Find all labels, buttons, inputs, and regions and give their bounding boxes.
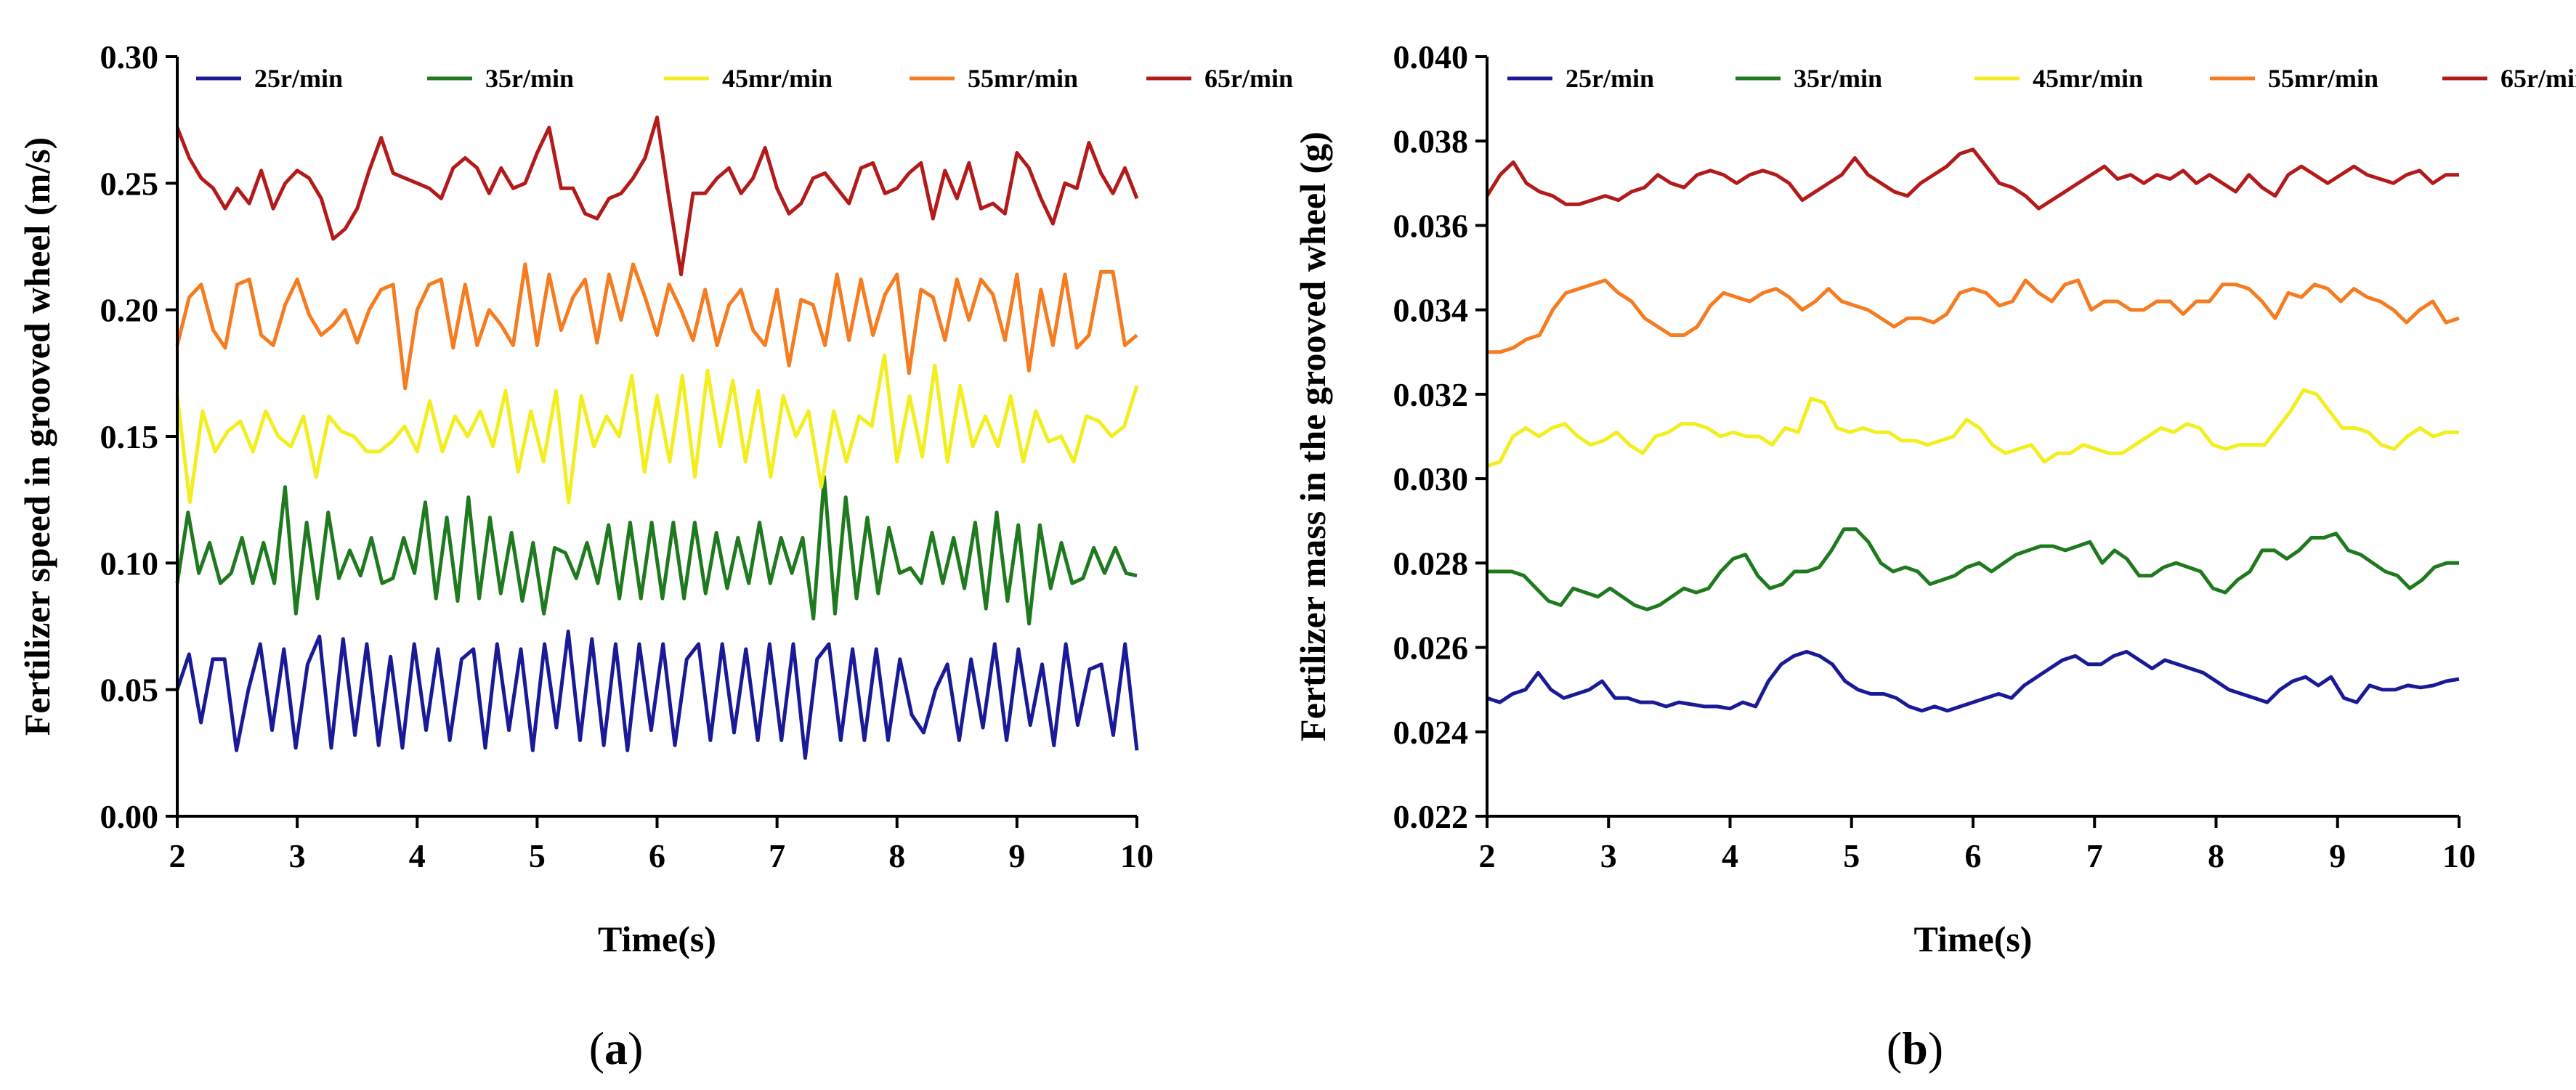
- series-line-55mr/min: [1487, 278, 2460, 354]
- x-tick-label: 5: [1843, 837, 1860, 874]
- y-tick-label: 0.20: [100, 292, 159, 329]
- series-line-25r/min: [1486, 649, 2460, 713]
- y-tick-label: 0.038: [1393, 123, 1469, 160]
- series-line-45mr/min: [1486, 388, 2459, 468]
- x-tick-label: 2: [169, 837, 186, 874]
- y-tick-label: 0.036: [1393, 207, 1469, 244]
- panel-label: (b): [1887, 1022, 1943, 1074]
- legend-label: 65r/min: [1204, 64, 1293, 93]
- y-tick-label: 0.25: [100, 165, 159, 202]
- x-tick-label: 3: [1600, 837, 1617, 874]
- y-tick-label: 0.028: [1393, 545, 1469, 582]
- x-tick-label: 9: [2329, 837, 2346, 874]
- y-axis-label: Fertilizer speed in grooved wheel (m/s): [17, 137, 57, 736]
- x-axis-label: Time(s): [1914, 919, 2033, 959]
- x-tick-label: 10: [2442, 837, 2476, 874]
- series-line-35r/min: [1487, 527, 2459, 611]
- y-tick-label: 0.10: [100, 545, 159, 582]
- y-tick-label: 0.30: [100, 38, 159, 76]
- y-tick-label: 0.024: [1393, 714, 1469, 751]
- y-tick-label: 0.034: [1393, 292, 1469, 329]
- panel-label: (a): [589, 1022, 644, 1074]
- x-tick-label: 9: [1008, 837, 1025, 874]
- legend-label: 25r/min: [254, 64, 343, 93]
- chart-b: 0.022 0.024 0.026 0.028 0.030 0.032 0.034 0.036…: [1292, 38, 2576, 1074]
- y-tick-label: 0.040: [1393, 38, 1469, 76]
- x-tick-label: 5: [529, 837, 546, 874]
- y-tick-label: 0.022: [1393, 798, 1469, 835]
- x-tick-label: 6: [1965, 837, 1982, 874]
- x-tick-label: 7: [2086, 837, 2103, 874]
- y-tick-label: 0.05: [100, 672, 159, 709]
- y-axis-label: Fertilizer mass in the grooved wheel (g): [1292, 131, 1333, 741]
- x-tick-label: 8: [888, 837, 905, 874]
- series-line-55mr/min: [175, 262, 1138, 391]
- legend-label: 55mr/min: [968, 64, 1078, 93]
- x-tick-label: 7: [769, 837, 785, 874]
- series-line-25r/min: [175, 630, 1139, 760]
- y-tick-label: 0.026: [1393, 630, 1469, 667]
- legend-label: 45mr/min: [722, 64, 833, 93]
- legend-label: 25r/min: [1566, 64, 1654, 93]
- y-tick-label: 0.15: [100, 418, 159, 455]
- legend-label: 45mr/min: [2033, 64, 2143, 93]
- series-line-45mr/min: [175, 353, 1139, 505]
- legend-label: 35r/min: [485, 64, 574, 93]
- x-tick-label: 4: [1722, 837, 1738, 874]
- legend-label: 65r/min: [2500, 64, 2576, 93]
- x-tick-label: 8: [2208, 837, 2224, 874]
- legend-label: 55mr/min: [2268, 64, 2378, 93]
- x-tick-label: 2: [1479, 837, 1496, 874]
- x-tick-label: 10: [1120, 837, 1154, 874]
- chart-a: 0.00 0.05 0.10 0.15 0.20 0.25 0.30 2 3 4 5 6 7 8 9 10 Ti…: [17, 38, 1293, 1074]
- x-axis-label: Time(s): [598, 919, 716, 959]
- series-line-35r/min: [175, 475, 1138, 626]
- x-tick-label: 3: [289, 837, 306, 874]
- x-tick-label: 6: [649, 837, 665, 874]
- y-tick-label: 0.00: [100, 798, 159, 835]
- x-tick-label: 4: [409, 837, 426, 874]
- series-line-65r/min: [1485, 147, 2459, 211]
- y-tick-label: 0.032: [1393, 376, 1469, 413]
- legend-label: 35r/min: [1794, 64, 1882, 93]
- y-tick-label: 0.030: [1393, 460, 1469, 497]
- series-line-65r/min: [175, 115, 1139, 277]
